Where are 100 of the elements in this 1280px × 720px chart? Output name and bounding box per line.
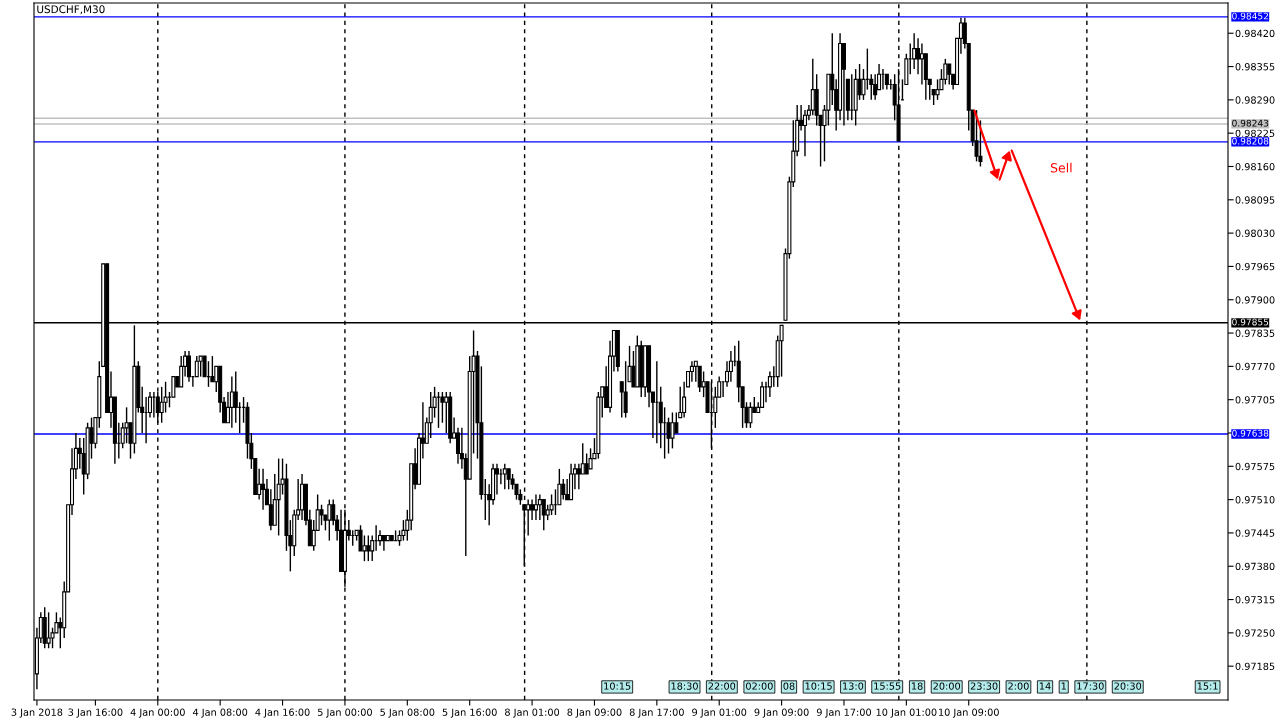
y-tick-label: 0.97315 (1235, 596, 1275, 604)
y-tick-label: 0.97900 (1235, 296, 1275, 304)
candlestick (748, 401, 753, 429)
y-tick-label: 0.97835 (1235, 329, 1275, 337)
candlestick (186, 350, 191, 383)
annotation: 23:30 (970, 682, 998, 690)
candlestick (935, 78, 940, 101)
x-tick-label: 5 Jan 08:00 (380, 708, 435, 718)
ref-line-label: 0.97638 (1232, 429, 1269, 437)
candlestick (179, 355, 184, 388)
annotation: 22:00 (708, 682, 736, 690)
candlestick (760, 381, 765, 409)
candlestick (974, 109, 979, 163)
y-tick-label: 0.98160 (1235, 162, 1275, 171)
chart-title: USDCHF,M30 (37, 5, 105, 15)
y-tick-label: 0.98225 (1235, 129, 1275, 138)
annotation: 10:15 (604, 682, 631, 690)
candlestick (502, 463, 507, 491)
annotation: 08 (783, 682, 795, 690)
annotation: 15:55 (874, 682, 901, 690)
x-tick-label: 8 Jan 01:00 (505, 708, 560, 718)
candlestick (947, 63, 952, 86)
candlestick (810, 58, 815, 116)
ref-line-label: 0.98452 (1232, 12, 1269, 20)
x-tick-label: 8 Jan 17:00 (629, 708, 684, 718)
x-tick-label: 4 Jan 00:00 (130, 708, 185, 718)
candlestick (943, 58, 948, 86)
candlestick (584, 452, 589, 475)
annotation: 17:30 (1077, 682, 1104, 690)
ref-line-label: 0.97855 (1232, 318, 1269, 326)
candlestick (802, 109, 807, 157)
y-tick-label: 0.97575 (1235, 462, 1275, 471)
y-tick-label: 0.97510 (1235, 496, 1275, 504)
candlestick (537, 493, 542, 521)
annotation: 2:00 (1008, 682, 1029, 690)
candlestick (455, 427, 461, 465)
candlestick (576, 463, 581, 491)
candlestick (124, 406, 129, 444)
candlestick (530, 498, 535, 521)
candlestick (549, 493, 554, 516)
x-tick-label: 3 Jan 16:00 (68, 708, 123, 718)
y-tick-label: 0.97445 (1235, 529, 1275, 537)
x-tick-label: 5 Jan 00:00 (317, 708, 372, 718)
x-tick-label: 9 Jan 09:00 (754, 708, 809, 718)
candlestick (210, 355, 215, 383)
candlestick (46, 611, 51, 649)
candlestick (194, 355, 199, 378)
x-tick-label: 3 Jan 2018 (11, 708, 63, 718)
candlestick (728, 350, 733, 383)
y-tick-label: 0.97965 (1235, 262, 1275, 271)
annotation: 20:00 (933, 682, 961, 690)
candlestick (440, 391, 445, 424)
annotation: 18 (911, 682, 923, 690)
candlestick (678, 386, 683, 419)
annotation: 15:1 (1197, 682, 1218, 690)
annotation: Sell (1050, 162, 1072, 173)
annotation: 14 (1039, 682, 1051, 690)
candlestick (436, 391, 441, 429)
ref-line-label: 0.98208 (1232, 137, 1269, 145)
candlestick (381, 534, 386, 552)
y-tick-label: 0.97250 (1235, 629, 1275, 637)
y-tick-label: 0.98030 (1235, 229, 1275, 237)
candlestick (541, 498, 546, 532)
candlestick (561, 478, 566, 501)
candlestick (366, 534, 371, 562)
candlestick (362, 534, 367, 562)
candlestick (229, 375, 234, 429)
annotation: 1 (1061, 682, 1066, 690)
x-tick-label: 10 Jan 01:00 (876, 708, 937, 718)
y-tick-label: 0.97770 (1235, 362, 1275, 371)
y-tick-label: 0.98355 (1235, 63, 1275, 71)
x-tick-label: 9 Jan 17:00 (816, 708, 872, 718)
candlestick (498, 468, 503, 485)
candlestick (670, 411, 675, 450)
y-tick-label: 0.97380 (1235, 562, 1275, 571)
annotation: 10:15 (805, 682, 832, 690)
candlestick (506, 468, 511, 491)
candlestick (327, 498, 332, 542)
x-tick-label: 4 Jan 08:00 (192, 708, 248, 718)
candlestick (268, 488, 273, 532)
candlestick (873, 73, 878, 101)
candlestick (767, 370, 772, 398)
y-tick-label: 0.98095 (1235, 196, 1275, 204)
ref-line-label: 0.98243 (1232, 119, 1269, 127)
x-tick-label: 4 Jan 16:00 (255, 708, 310, 718)
candlestick (261, 468, 266, 511)
candlestick (912, 32, 917, 70)
y-tick-label: 0.97185 (1235, 662, 1275, 671)
y-tick-label: 0.98420 (1235, 29, 1275, 38)
candlestick (623, 360, 628, 419)
candlestick (533, 493, 538, 521)
candlestick (377, 529, 383, 547)
x-tick-label: 9 Jan 01:00 (692, 708, 747, 718)
annotation: 18:30 (671, 682, 698, 690)
y-tick-label: 0.97705 (1235, 396, 1275, 404)
candlestick (151, 391, 156, 419)
candlestick (697, 365, 702, 393)
annotation: 13:0 (843, 682, 864, 690)
annotation: 02:00 (746, 682, 773, 690)
y-tick-label: 0.98290 (1235, 96, 1275, 104)
